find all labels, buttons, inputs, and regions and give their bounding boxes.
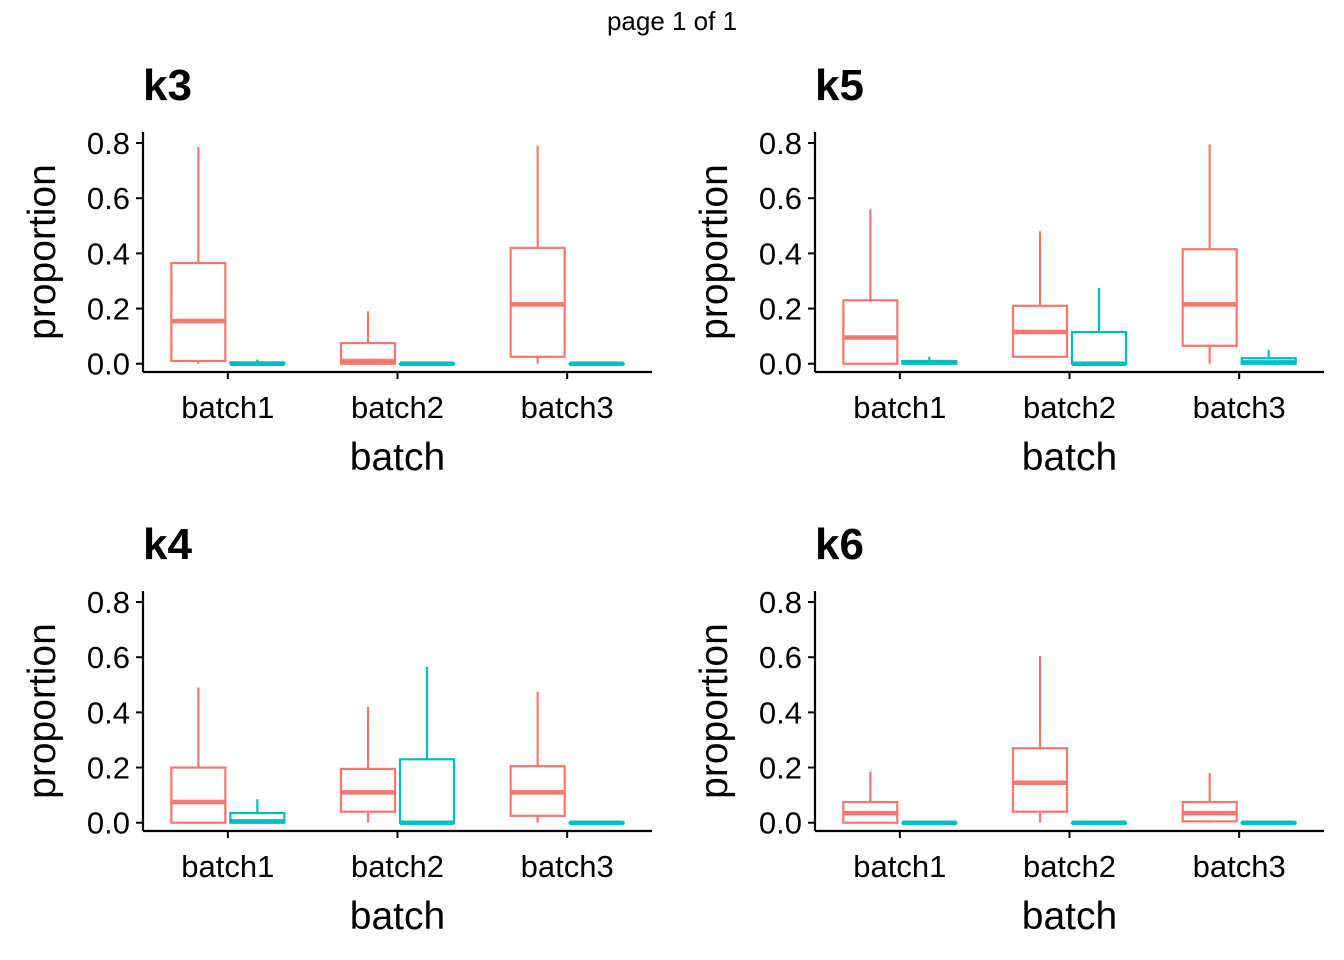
box-batch2-s2 xyxy=(1070,287,1128,366)
x-tick-label: batch3 xyxy=(1193,390,1286,425)
x-tick-label: batch1 xyxy=(853,849,946,884)
box-batch1-s1 xyxy=(842,771,899,824)
y-tick-label: 0.6 xyxy=(87,640,130,675)
box-batch3-s1 xyxy=(1181,773,1238,823)
y-tick-label: 0.8 xyxy=(87,126,130,161)
box-batch1-s1 xyxy=(170,687,227,824)
box-rect xyxy=(842,299,899,365)
box-rect xyxy=(170,766,227,824)
x-tick-label: batch3 xyxy=(1193,849,1286,884)
panel-k4: k4 0.0 0.2 0.4 0.6 0.8 batch1 batch2 batch3 batch… xyxy=(21,520,652,938)
box-batch2-s1 xyxy=(1011,655,1069,823)
x-axis-title: batch xyxy=(350,895,445,938)
y-tick-label: 0.2 xyxy=(87,751,130,786)
box-batch3-s2 xyxy=(568,361,625,366)
box-rect xyxy=(1070,330,1128,365)
x-tick-label: batch3 xyxy=(521,390,614,425)
box-batch2-s1 xyxy=(339,706,397,823)
x-tick-label: batch1 xyxy=(853,390,946,425)
box-batch1-s1 xyxy=(842,209,899,365)
y-tick-label: 0.0 xyxy=(759,347,802,382)
x-tick-label: batch2 xyxy=(1023,849,1116,884)
y-tick-label: 0.8 xyxy=(87,585,130,620)
box-batch2-s1 xyxy=(1011,231,1069,359)
panel-k5: k5 0.0 0.2 0.4 0.6 0.8 batch1 batch2 batch3 batch… xyxy=(693,61,1324,479)
box-batch3-s2 xyxy=(1240,349,1297,365)
y-tick-label: 0.0 xyxy=(87,806,130,841)
y-tick-label: 0.4 xyxy=(759,236,802,271)
box-batch2-s2 xyxy=(398,361,456,366)
box-batch2-s2 xyxy=(398,666,456,825)
x-axis-title: batch xyxy=(1022,436,1117,479)
box-batch1-s2 xyxy=(229,359,286,366)
box-rect xyxy=(170,261,227,363)
box-batch2-s2 xyxy=(1070,820,1128,825)
panel-title: k4 xyxy=(143,520,192,569)
box-batch3-s1 xyxy=(509,691,566,823)
page-label: page 1 of 1 xyxy=(606,6,738,36)
y-axis-title: proportion xyxy=(693,164,736,340)
x-tick-label: batch2 xyxy=(351,390,444,425)
panel-title: k5 xyxy=(815,61,864,110)
y-axis-title: proportion xyxy=(21,623,64,799)
x-tick-label: batch1 xyxy=(181,849,274,884)
box-rect xyxy=(339,341,397,365)
panel-title: k3 xyxy=(143,61,192,110)
box-batch1-s2 xyxy=(901,820,958,825)
box-batch3-s1 xyxy=(1181,144,1238,364)
y-tick-label: 0.2 xyxy=(759,751,802,786)
panel-k6: k6 0.0 0.2 0.4 0.6 0.8 batch1 batch2 batch3 batch… xyxy=(693,520,1324,938)
y-tick-label: 0.6 xyxy=(759,640,802,675)
panel-k3: k3 0.0 0.2 0.4 0.6 0.8 batch1 batch2 batch3 batch… xyxy=(21,61,652,479)
box-batch1-s2 xyxy=(229,799,286,824)
y-tick-label: 0.4 xyxy=(87,236,130,271)
box-rect xyxy=(1181,248,1238,347)
x-axis-title: batch xyxy=(350,436,445,479)
x-tick-label: batch3 xyxy=(521,849,614,884)
y-tick-label: 0.8 xyxy=(759,585,802,620)
panel-title: k6 xyxy=(815,520,864,569)
box-batch2-s1 xyxy=(339,311,397,365)
box-batch3-s1 xyxy=(509,145,566,364)
x-tick-label: batch1 xyxy=(181,390,274,425)
y-tick-label: 0.6 xyxy=(759,181,802,216)
box-rect xyxy=(1011,747,1069,813)
y-tick-label: 0.4 xyxy=(87,695,130,730)
box-batch3-s2 xyxy=(568,820,625,825)
x-axis-title: batch xyxy=(1022,895,1117,938)
y-tick-label: 0.0 xyxy=(759,806,802,841)
y-tick-label: 0.2 xyxy=(759,292,802,327)
box-batch1-s1 xyxy=(170,147,227,364)
box-batch3-s2 xyxy=(1240,820,1297,825)
y-tick-label: 0.2 xyxy=(87,292,130,327)
box-batch1-s2 xyxy=(901,356,958,365)
y-axis-title: proportion xyxy=(21,164,64,340)
y-axis-title: proportion xyxy=(693,623,736,799)
y-tick-label: 0.8 xyxy=(759,126,802,161)
y-tick-label: 0.6 xyxy=(87,181,130,216)
y-tick-label: 0.4 xyxy=(759,695,802,730)
y-tick-label: 0.0 xyxy=(87,347,130,382)
x-tick-label: batch2 xyxy=(351,849,444,884)
box-rect xyxy=(398,758,456,824)
x-tick-label: batch2 xyxy=(1023,390,1116,425)
